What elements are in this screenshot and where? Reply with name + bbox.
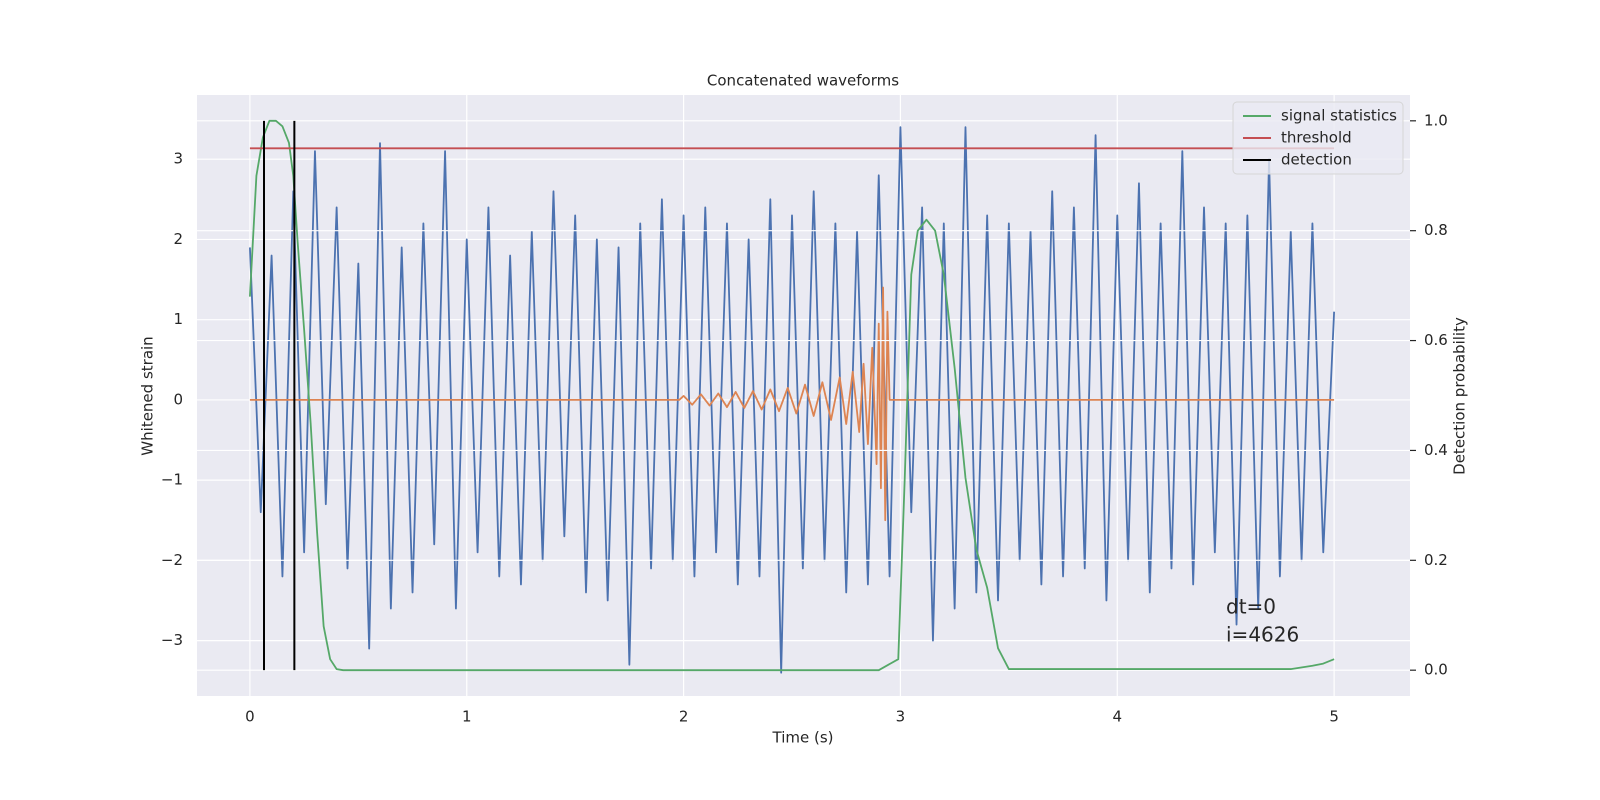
y-tick-label: −2 xyxy=(161,551,183,569)
y-tick-label: −1 xyxy=(161,471,183,489)
legend-box xyxy=(1232,101,1404,175)
y2-tick-label: 0.6 xyxy=(1424,331,1448,349)
legend-label: detection xyxy=(1281,151,1352,169)
y-tick-label: −3 xyxy=(161,631,183,649)
x-tick-label: 3 xyxy=(896,708,906,726)
annotation: i=4626 xyxy=(1226,623,1299,647)
x-axis-label: Time (s) xyxy=(772,729,834,747)
y2-tick-label: 1.0 xyxy=(1424,111,1448,129)
x-tick-label: 4 xyxy=(1112,708,1122,726)
x-tick-label: 1 xyxy=(462,708,472,726)
y-tick-label: 0 xyxy=(173,390,183,408)
data-layer-y2 xyxy=(249,119,1335,672)
y-tick-label: 3 xyxy=(173,150,183,168)
y2-tick-label: 0.4 xyxy=(1424,441,1448,459)
y2-axis-label: Detection probability xyxy=(1451,317,1469,475)
y2-tick-label: 0.0 xyxy=(1424,661,1448,679)
series-line xyxy=(249,286,1335,522)
y2-tick-label: 0.2 xyxy=(1424,551,1448,569)
y-tick-label: 1 xyxy=(173,310,183,328)
x-tick-label: 2 xyxy=(679,708,689,726)
x-tick-label: 0 xyxy=(245,708,255,726)
data-layer xyxy=(249,126,1336,674)
y-tick-label: 2 xyxy=(173,230,183,248)
plot-area xyxy=(197,95,1410,696)
chart-title: Concatenated waveforms xyxy=(707,72,899,90)
x-tick-label: 5 xyxy=(1329,708,1339,726)
series-line xyxy=(249,126,1336,674)
legend-label: threshold xyxy=(1281,129,1352,147)
y-axis-label: Whitened strain xyxy=(139,336,157,455)
legend-label: signal statistics xyxy=(1281,107,1397,125)
annotation: dt=0 xyxy=(1226,595,1276,619)
y2-tick-label: 0.8 xyxy=(1424,221,1448,239)
legend: signal statistics threshold detection xyxy=(1232,101,1404,175)
